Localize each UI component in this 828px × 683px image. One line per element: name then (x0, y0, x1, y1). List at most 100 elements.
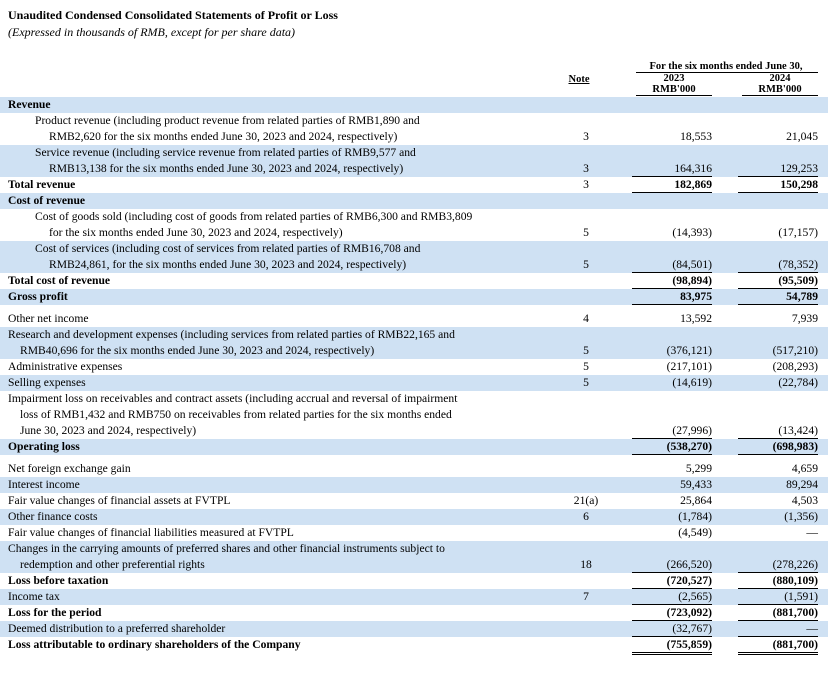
value-2023: (723,092) (632, 605, 712, 621)
row-label: Service revenue (including service reven… (8, 145, 548, 177)
row-label-line: Cost of goods sold (including cost of go… (35, 210, 473, 223)
row-label-line: RMB24,861, for the six months ended June… (49, 258, 407, 271)
row-label: Cost of revenue (8, 193, 548, 209)
row-label-line: Net foreign exchange gain (8, 462, 131, 475)
row-label-line: June 30, 2023 and 2024, respectively) (20, 424, 197, 437)
statement-row: Cost of revenue (0, 193, 828, 209)
value-2023: (84,501) (632, 257, 712, 273)
statement-row: Other net income 4 13,592 7,939 (0, 311, 828, 327)
col2-header-rule (742, 95, 818, 96)
value-2024: (13,424) (738, 423, 818, 439)
statement-row: Fair value changes of financial liabilit… (0, 525, 828, 541)
row-label: Product revenue (including product reven… (8, 113, 548, 145)
value-2024: 54,789 (738, 289, 818, 305)
row-note: 5 (583, 226, 589, 239)
row-label: Research and development expenses (inclu… (8, 327, 548, 359)
row-note: 3 (583, 130, 589, 143)
statement-row: Loss for the period (723,092) (881,700) (0, 605, 828, 621)
row-label: Income tax (8, 589, 548, 605)
value-2023: (98,894) (632, 273, 712, 289)
value-2024: (881,700) (738, 637, 818, 655)
row-label-line: Changes in the carrying amounts of prefe… (8, 542, 445, 555)
row-label-line: Selling expenses (8, 376, 86, 389)
note-column-header: Note (568, 74, 590, 85)
statement-row: Income tax 7 (2,565) (1,591) (0, 589, 828, 605)
row-label: Operating loss (8, 439, 548, 455)
value-2024: (698,983) (738, 439, 818, 455)
value-2023: (4,549) (678, 526, 712, 539)
row-label: Fair value changes of financial assets a… (8, 493, 548, 509)
row-label-line: Impairment loss on receivables and contr… (8, 392, 458, 405)
row-label-line: for the six months ended June 30, 2023 a… (49, 226, 343, 239)
statement-row: Fair value changes of financial assets a… (0, 493, 828, 509)
statement-row: Impairment loss on receivables and contr… (0, 391, 828, 439)
row-note: 21(a) (573, 494, 599, 507)
col1-header-rule (636, 95, 712, 96)
row-label-line: Interest income (8, 478, 80, 491)
row-label-line: Loss attributable to ordinary shareholde… (8, 638, 301, 651)
period-header-rule (636, 72, 818, 73)
row-label: Interest income (8, 477, 548, 493)
value-2024: — (806, 526, 818, 539)
value-2024: 4,503 (791, 494, 818, 507)
row-label: Net foreign exchange gain (8, 461, 548, 477)
statement-row: Loss before taxation (720,527) (880,109) (0, 573, 828, 589)
year-2024-header: 2024 (769, 73, 791, 84)
statement-title: Unaudited Condensed Consolidated Stateme… (8, 8, 338, 22)
statement-row: Research and development expenses (inclu… (0, 327, 828, 359)
value-2024: 4,659 (791, 462, 818, 475)
value-2023: 25,864 (680, 494, 712, 507)
row-note: 5 (583, 344, 589, 357)
value-2024: 150,298 (738, 177, 818, 193)
value-2024: — (738, 621, 818, 637)
row-label: Cost of services (including cost of serv… (8, 241, 548, 273)
value-2023: (32,767) (632, 621, 712, 637)
row-label-line: Operating loss (8, 440, 80, 453)
value-2024: 7,939 (791, 312, 818, 325)
value-2024: (22,784) (778, 376, 818, 389)
statement-row: Operating loss (538,270) (698,983) (0, 439, 828, 455)
value-2023: (538,270) (632, 439, 712, 455)
value-2023: (266,520) (632, 557, 712, 573)
row-label-line: Other finance costs (8, 510, 98, 523)
row-label: Total cost of revenue (8, 273, 548, 289)
statement-row: Selling expenses 5 (14,619) (22,784) (0, 375, 828, 391)
value-2024: (95,509) (738, 273, 818, 289)
row-label-line: Revenue (8, 98, 51, 111)
row-label-line: RMB40,696 for the six months ended June … (20, 344, 375, 357)
statement-row: Product revenue (including product reven… (0, 113, 828, 145)
row-label-line: Fair value changes of financial liabilit… (8, 526, 294, 539)
row-label-line: Administrative expenses (8, 360, 123, 373)
row-label-line: Gross profit (8, 290, 68, 303)
value-2024: (517,210) (772, 344, 818, 357)
statement-row: Total cost of revenue (98,894) (95,509) (0, 273, 828, 289)
row-note: 3 (583, 162, 589, 175)
row-note: 4 (583, 312, 589, 325)
row-label: Changes in the carrying amounts of prefe… (8, 541, 548, 573)
row-label: Deemed distribution to a preferred share… (8, 621, 548, 637)
row-label-line: RMB2,620 for the six months ended June 3… (49, 130, 398, 143)
statement-subtitle: (Expressed in thousands of RMB, except f… (8, 25, 296, 39)
statement-row: Cost of services (including cost of serv… (0, 241, 828, 273)
value-2024: (208,293) (772, 360, 818, 373)
year-2023-header: 2023 (663, 73, 685, 84)
unit-2024-header: RMB'000 (758, 84, 802, 95)
statement-row: Changes in the carrying amounts of prefe… (0, 541, 828, 573)
value-2024: (17,157) (778, 226, 818, 239)
row-label: Loss attributable to ordinary shareholde… (8, 637, 548, 653)
row-label-line: Other net income (8, 312, 89, 325)
statement-row: Interest income 59,433 89,294 (0, 477, 828, 493)
row-label-line: Service revenue (including service reven… (35, 146, 416, 159)
row-label: Cost of goods sold (including cost of go… (8, 209, 548, 241)
row-label: Other net income (8, 311, 548, 327)
unit-2023-header: RMB'000 (652, 84, 696, 95)
row-note: 3 (583, 178, 589, 191)
row-label-line: Cost of services (including cost of serv… (35, 242, 421, 255)
row-label-line: redemption and other preferential rights (20, 558, 205, 571)
row-label: Total revenue (8, 177, 548, 193)
value-2023: 5,299 (685, 462, 712, 475)
value-2024: (881,700) (738, 605, 818, 621)
row-note: 5 (583, 360, 589, 373)
value-2023: 164,316 (632, 161, 712, 177)
